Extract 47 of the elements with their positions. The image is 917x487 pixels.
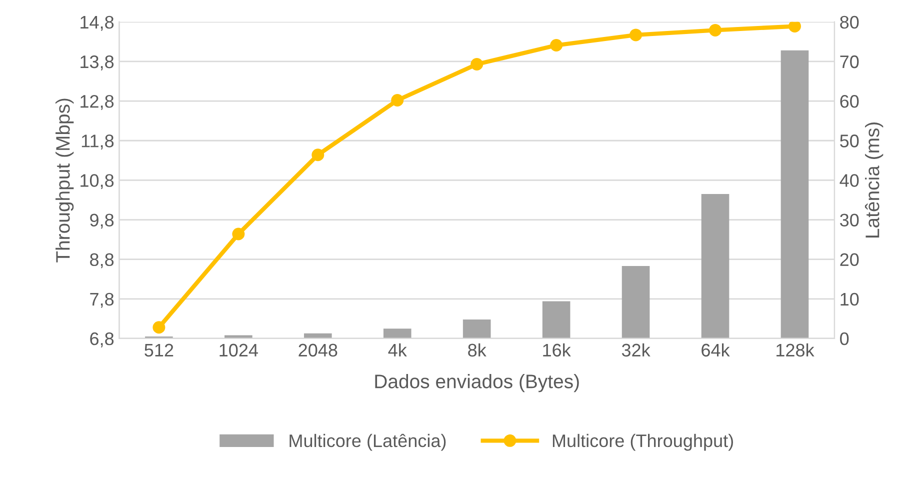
point bbox=[232, 228, 245, 240]
bar bbox=[383, 328, 412, 338]
y2-tick-label: 0 bbox=[840, 332, 849, 346]
x-tick-label: 64k bbox=[702, 343, 730, 357]
y-tick-label: 8,8 bbox=[90, 253, 114, 268]
y2-tick-label: 20 bbox=[840, 253, 859, 266]
x-tick-label: 2048 bbox=[298, 344, 338, 357]
y2-tick-label: 40 bbox=[840, 174, 859, 187]
y-tick-label: 12,8 bbox=[80, 94, 114, 110]
y-tick-label: 10,8 bbox=[80, 174, 114, 190]
y-tick-label: 11,8 bbox=[82, 134, 114, 150]
x-tick-label: 512 bbox=[144, 344, 174, 357]
y2-tick-label: 50 bbox=[840, 134, 859, 148]
y2-tick-label: 80 bbox=[840, 16, 859, 29]
point bbox=[312, 148, 324, 162]
y-axis-title: Throughput (Mbps) bbox=[56, 98, 74, 262]
x-tick-label: 128k bbox=[776, 343, 814, 357]
point bbox=[550, 39, 563, 52]
y-tick-label: 13,8 bbox=[80, 55, 114, 70]
y2-tick-label: 30 bbox=[840, 214, 859, 226]
x-tick-label: 16k bbox=[543, 343, 571, 357]
y2-tick-label: 10 bbox=[840, 292, 859, 306]
x-tick-label: 8k bbox=[468, 343, 486, 357]
y-tick-label: 14,8 bbox=[80, 16, 114, 31]
x-tick-label: 4k bbox=[388, 343, 407, 356]
legend-label: Multicore (Throughput) bbox=[552, 434, 733, 451]
x-axis-title: Dados enviados (Bytes) bbox=[375, 374, 579, 392]
bar bbox=[462, 319, 491, 338]
y-tick-label: 7,8 bbox=[90, 292, 114, 308]
bar bbox=[780, 50, 809, 338]
y2-axis-title: Latência (ms) bbox=[864, 122, 884, 238]
y2-tick-label: 70 bbox=[840, 55, 859, 68]
y-tick-label: 6,8 bbox=[90, 332, 114, 348]
point bbox=[630, 28, 642, 42]
x-tick-label: 32k bbox=[622, 343, 650, 357]
point bbox=[788, 22, 801, 33]
point bbox=[709, 24, 722, 36]
bar bbox=[701, 194, 730, 338]
point bbox=[152, 321, 166, 334]
bar bbox=[542, 301, 570, 338]
point bbox=[470, 58, 484, 71]
bar bbox=[622, 266, 650, 338]
point bbox=[391, 94, 404, 107]
y2-tick-label: 60 bbox=[840, 94, 859, 108]
y-tick-label: 9,8 bbox=[90, 214, 114, 229]
legend-label: Multicore (Latência) bbox=[290, 434, 446, 451]
x-tick-label: 1024 bbox=[220, 344, 258, 357]
